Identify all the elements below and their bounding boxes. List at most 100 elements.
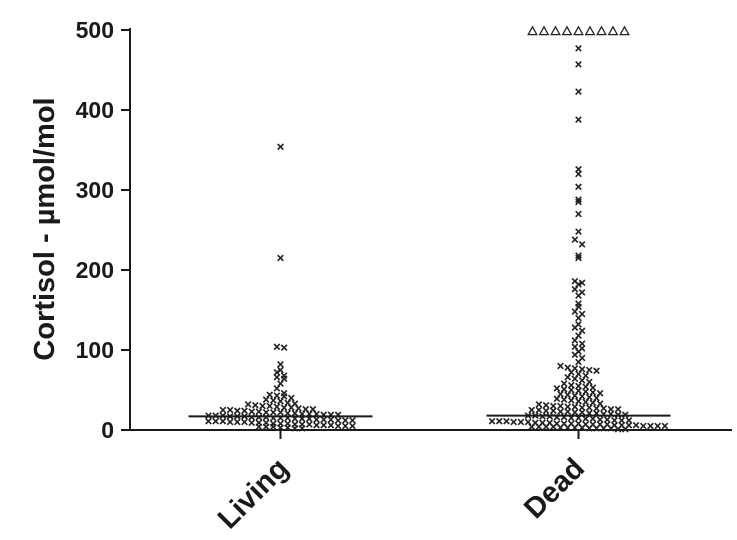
- data-point: [589, 389, 597, 396]
- data-point: [575, 387, 582, 395]
- data-point: [564, 408, 572, 415]
- data-point: [575, 198, 582, 206]
- data-point: [564, 364, 572, 371]
- data-point: [277, 397, 284, 405]
- data-point: [277, 424, 284, 431]
- data-point: [553, 385, 561, 392]
- data-point: [567, 397, 575, 404]
- data-point: [567, 369, 575, 376]
- data-point: [287, 394, 295, 402]
- data-point: [593, 425, 600, 432]
- above-limit-marker: [550, 25, 561, 36]
- data-point: [578, 424, 586, 431]
- data-point: [313, 421, 320, 429]
- data-point: [575, 196, 582, 203]
- data-point: [585, 404, 593, 411]
- data-point: [582, 398, 590, 406]
- data-point: [287, 404, 295, 411]
- data-point: [593, 367, 600, 375]
- data-point: [291, 425, 299, 432]
- data-point: [280, 344, 288, 351]
- data-point: [575, 228, 582, 235]
- data-point: [277, 380, 284, 387]
- data-point: [266, 391, 274, 399]
- data-point: [244, 401, 252, 408]
- data-point: [575, 397, 582, 405]
- data-point: [575, 88, 582, 95]
- data-point: [575, 116, 582, 123]
- data-point: [571, 324, 579, 331]
- data-point: [327, 416, 335, 423]
- data-point: [542, 423, 550, 431]
- data-point: [313, 416, 320, 423]
- data-point: [614, 425, 622, 433]
- data-point: [575, 252, 582, 259]
- data-point: [571, 351, 579, 359]
- data-point: [582, 372, 590, 379]
- data-point: [295, 405, 302, 412]
- data-point: [334, 422, 342, 430]
- data-point: [248, 419, 256, 427]
- data-point: [320, 421, 328, 429]
- data-point: [488, 417, 496, 425]
- y-tick-label: 300: [76, 177, 114, 203]
- data-point: [284, 399, 292, 407]
- data-point: [575, 45, 582, 52]
- data-point: [607, 425, 615, 432]
- data-point: [298, 425, 306, 432]
- above-limit-marker: [527, 25, 538, 36]
- data-point: [632, 421, 640, 429]
- data-point: [262, 423, 270, 431]
- data-point: [575, 332, 582, 339]
- data-point: [528, 406, 536, 414]
- data-point: [575, 370, 582, 378]
- data-point: [334, 417, 342, 424]
- data-point: [273, 343, 281, 351]
- data-point: [593, 394, 600, 402]
- data-point: [647, 422, 654, 430]
- data-point: [341, 422, 349, 430]
- data-point: [280, 375, 288, 383]
- data-point: [639, 422, 647, 430]
- data-point: [233, 418, 241, 426]
- data-point: [575, 170, 582, 178]
- data-point: [241, 407, 248, 415]
- data-point: [578, 409, 586, 416]
- data-point: [553, 395, 561, 403]
- data-point: [280, 404, 288, 411]
- data-point: [251, 401, 259, 409]
- y-tick-label: 500: [76, 17, 114, 43]
- data-point: [575, 61, 582, 68]
- data-point: [320, 416, 328, 423]
- data-point: [600, 425, 608, 432]
- data-point: [535, 401, 543, 408]
- data-point: [517, 418, 525, 426]
- data-point: [654, 422, 662, 430]
- data-point: [255, 423, 263, 431]
- y-tick-label: 100: [76, 337, 114, 363]
- data-point: [248, 408, 256, 415]
- data-point: [596, 400, 604, 407]
- data-point: [341, 417, 349, 424]
- above-limit-marker: [619, 25, 630, 36]
- data-point: [575, 210, 582, 218]
- data-point: [575, 292, 582, 299]
- data-point: [233, 407, 241, 415]
- data-point: [571, 343, 579, 351]
- data-point: [524, 418, 532, 426]
- y-tick-label: 400: [76, 97, 114, 123]
- y-axis: 0 100 200 300 400 500: [76, 17, 131, 443]
- data-point: [578, 327, 586, 335]
- data-point: [571, 285, 579, 293]
- data-point: [585, 366, 593, 374]
- data-point: [571, 403, 579, 411]
- data-point: [560, 380, 568, 387]
- data-point: [542, 401, 550, 409]
- data-point: [205, 417, 212, 425]
- data-point: [560, 396, 568, 403]
- data-point: [549, 407, 557, 415]
- data-point: [219, 417, 227, 425]
- data-point: [582, 415, 590, 423]
- data-point: [273, 392, 281, 399]
- data-point: [582, 388, 590, 395]
